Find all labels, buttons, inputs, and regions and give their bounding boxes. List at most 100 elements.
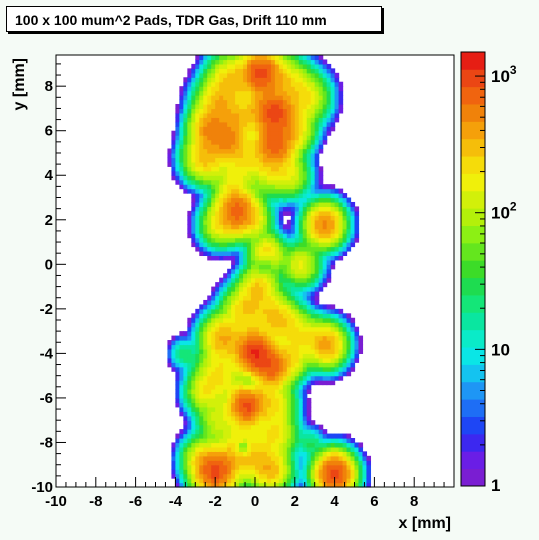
heatmap-cell [286,446,292,452]
heatmap-cell [223,117,228,123]
heatmap-cell [255,317,260,323]
heatmap-cell [282,108,288,114]
heatmap-cell [211,291,216,297]
heatmap-cell [282,460,288,466]
heatmap-cell [278,228,284,234]
heatmap-cell [318,103,324,110]
heatmap-cell [235,255,240,261]
heatmap-cell [255,455,260,461]
heatmap-cell [322,322,328,328]
heatmap-cell [282,473,288,479]
heatmap-cell [227,112,232,118]
heatmap-cell [211,415,216,421]
heatmap-cell [231,348,236,354]
heatmap-cell [274,380,280,386]
heatmap-cell [262,197,268,203]
heatmap-cell [342,201,348,208]
heatmap-cell [314,170,320,176]
heatmap-cell [298,353,304,359]
heatmap-cell [199,335,204,341]
heatmap-cell [239,103,244,110]
heatmap-cell [243,308,248,314]
heatmap-cell [274,193,280,199]
heatmap-cell [266,429,272,435]
heatmap-cell [239,277,244,283]
heatmap-cell [239,313,244,319]
heatmap-cell [282,344,288,350]
heatmap-cell [290,406,296,412]
heatmap-cell [274,460,280,466]
heatmap-cell [322,455,328,461]
heatmap-cell [243,451,248,457]
heatmap-cell [270,206,276,212]
heatmap-cell [187,95,192,101]
heatmap-cell [247,331,252,337]
heatmap-cell [266,375,272,381]
heatmap-cell [243,326,248,332]
heatmap-cell [294,402,300,408]
heatmap-cell [306,179,312,185]
heatmap-cell [278,99,284,105]
heatmap-cell [282,99,288,105]
heatmap-cell [219,291,224,297]
heatmap-cell [286,340,292,346]
heatmap-cell [286,357,292,363]
heatmap-cell [266,130,272,136]
heatmap-cell [278,68,284,74]
heatmap-cell [247,433,252,439]
heatmap-cell [346,215,352,221]
heatmap-cell [278,144,284,150]
heatmap-cell [350,340,356,346]
heatmap-cell [330,197,336,203]
heatmap-cell [243,170,248,176]
heatmap-cell [175,108,180,114]
heatmap-cell [243,277,248,283]
heatmap-cell [290,366,296,372]
heatmap-cell [294,326,300,332]
heatmap-cell [274,188,280,194]
heatmap-cell [203,59,208,65]
heatmap-cell [258,166,264,172]
heatmap-cell [187,68,192,74]
heatmap-cell [310,438,316,444]
heatmap-cell [326,121,332,127]
heatmap-cell [191,95,196,101]
heatmap-cell [274,451,280,457]
heatmap-cell [306,197,312,203]
heatmap-cell [318,228,324,234]
heatmap-cell [314,157,320,163]
heatmap-cell [330,117,336,123]
heatmap-cell [215,411,220,417]
heatmap-cell [247,366,252,372]
heatmap-cell [302,255,308,261]
heatmap-cell [235,193,240,199]
heatmap-cell [294,72,300,78]
heatmap-cell [326,469,332,475]
heatmap-cell [326,81,332,87]
heatmap-cell [262,179,268,185]
heatmap-cell [278,482,284,488]
heatmap-cell [247,455,252,461]
heatmap-cell [171,442,176,448]
heatmap-cell [266,420,272,426]
heatmap-cell [239,397,244,403]
heatmap-cell [298,375,304,381]
heatmap-cell [255,166,260,172]
heatmap-cell [318,344,324,350]
heatmap-cell [310,335,316,341]
heatmap-cell [195,237,200,243]
heatmap-cell [294,429,300,435]
heatmap-cell [243,126,248,132]
heatmap-cell [235,148,240,154]
heatmap-cell [278,264,284,270]
heatmap-cell [278,95,284,101]
heatmap-cell [354,357,360,363]
heatmap-cell [231,170,236,176]
heatmap-cell [306,295,312,301]
heatmap-cell [235,184,240,190]
heatmap-cell [326,126,332,132]
heatmap-cell [251,478,256,484]
heatmap-cell [282,250,288,257]
heatmap-cell [274,148,280,154]
heatmap-cell [294,121,300,127]
